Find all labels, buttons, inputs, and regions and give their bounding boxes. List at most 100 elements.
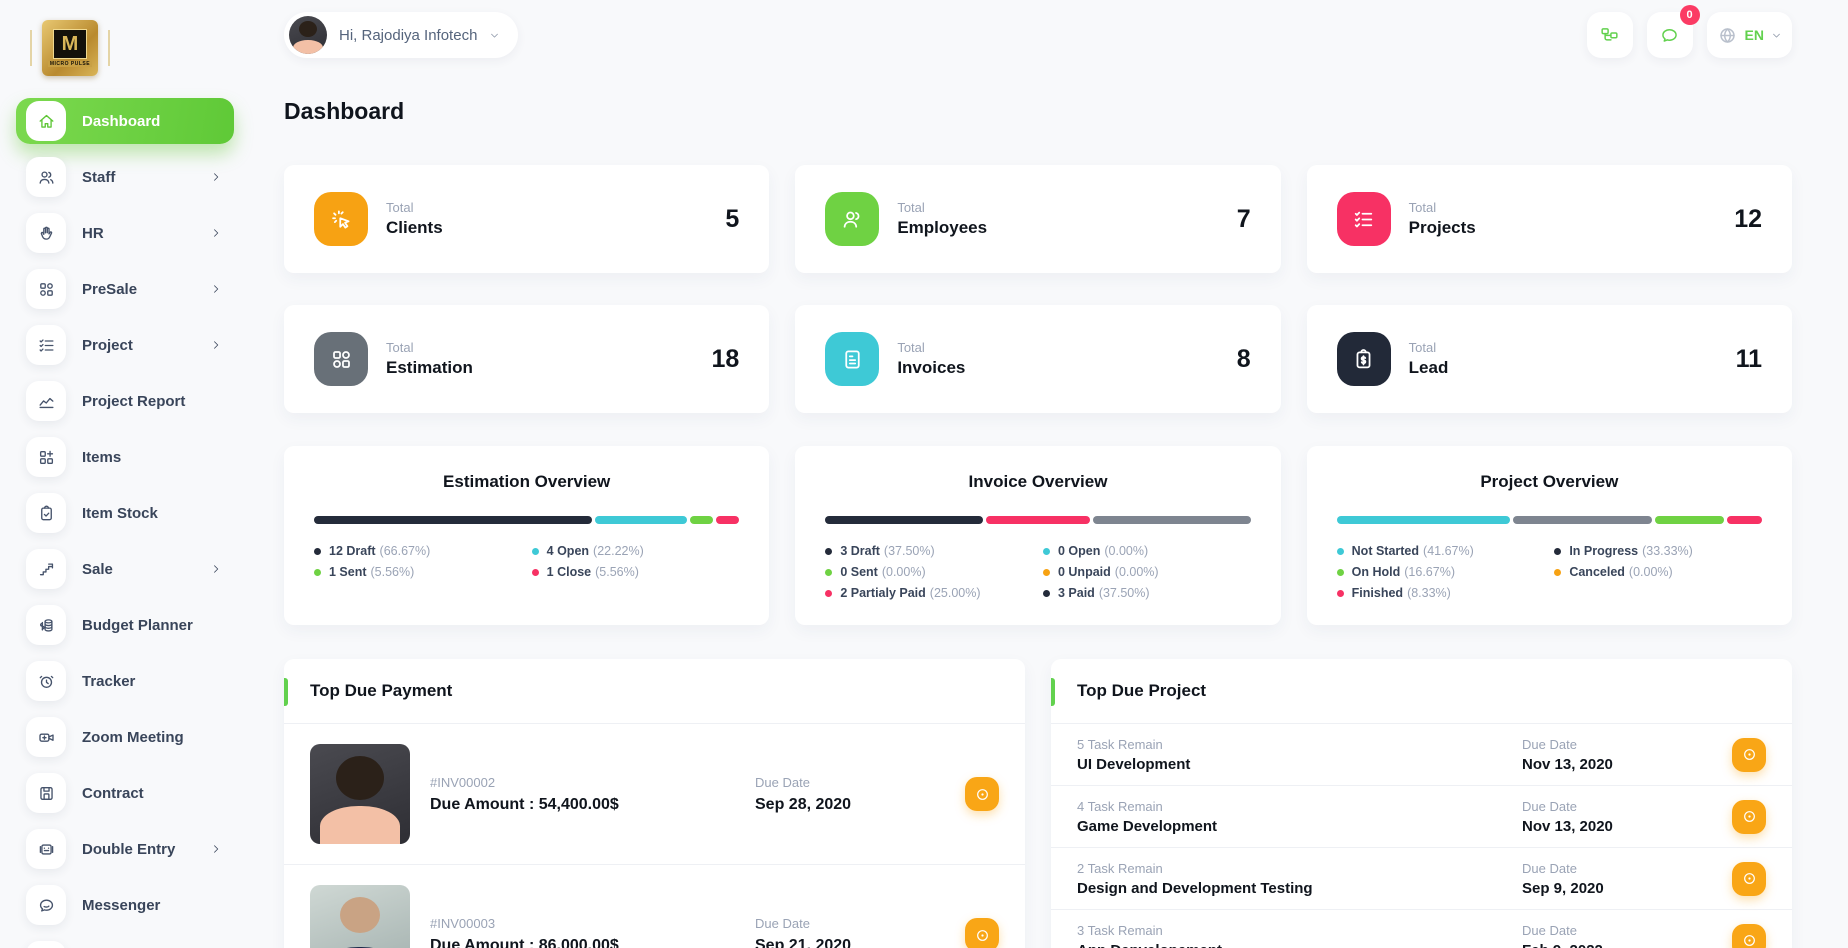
stat-cards: Total Clients 5 Total Employees 7 bbox=[284, 165, 1792, 413]
project-overview-card: Project Overview Not Started (41.67%) On … bbox=[1306, 446, 1792, 625]
eye-icon bbox=[976, 929, 988, 941]
sitemap-icon bbox=[1601, 27, 1618, 41]
bar-segment bbox=[716, 516, 740, 524]
legend: 3 Draft (37.50%) 0 Sent (0.00%) 2 Partialy… bbox=[825, 544, 1250, 600]
brand-logo[interactable]: M MICRO PULSE bbox=[30, 16, 110, 80]
messages-button[interactable]: 0 bbox=[1646, 5, 1700, 58]
sidebar-item-label: Project Report bbox=[82, 392, 186, 410]
sidebar-item-budget-planner[interactable]: Budget Planner bbox=[16, 602, 234, 648]
legend-dot bbox=[1042, 568, 1050, 576]
due-amount: Due Amount : 86,000.00$ bbox=[430, 936, 619, 948]
stat-name: Estimation bbox=[386, 358, 473, 377]
legend-dot bbox=[1554, 547, 1562, 555]
view-project-button[interactable] bbox=[1732, 923, 1766, 948]
sidebar-item-items[interactable]: Items bbox=[16, 434, 234, 480]
sidebar-item-contract[interactable]: Contract bbox=[16, 770, 234, 816]
legend-pct: (33.33%) bbox=[1642, 544, 1693, 558]
due-date: Feb 9, 2022 bbox=[1522, 942, 1732, 948]
due-date: Nov 13, 2020 bbox=[1522, 755, 1613, 773]
brand-name: MICRO PULSE bbox=[47, 61, 93, 67]
eye-icon bbox=[1743, 811, 1755, 822]
due-amount: Due Amount : 54,400.00$ bbox=[430, 795, 619, 813]
sidebar-item-project[interactable]: Project bbox=[16, 322, 234, 368]
legend-item: In Progress (33.33%) bbox=[1554, 544, 1762, 558]
stat-text: Total Clients bbox=[386, 200, 443, 238]
sidebar-item-sale[interactable]: Sale bbox=[16, 546, 234, 592]
invoice-file-icon bbox=[825, 332, 880, 386]
sidebar-item-zoom-meeting[interactable]: Zoom Meeting bbox=[16, 714, 234, 760]
sitemap-button[interactable] bbox=[1586, 12, 1633, 58]
sidebar-item-label: Zoom Meeting bbox=[82, 728, 184, 746]
legend-pct: (5.56%) bbox=[595, 565, 639, 579]
view-project-button[interactable] bbox=[1732, 737, 1766, 772]
legend-pct: (66.67%) bbox=[379, 544, 431, 558]
due-date-label: Due Date bbox=[1522, 922, 1577, 938]
project-name: UI Development bbox=[1077, 755, 1191, 773]
legend-text: Not Started bbox=[1351, 544, 1420, 558]
legend-dot bbox=[1336, 547, 1344, 555]
sidebar-item-tracker[interactable]: Tracker bbox=[16, 658, 234, 704]
stat-label: Total bbox=[386, 200, 414, 215]
sidebar-item-label: Sale bbox=[82, 560, 113, 578]
card-header: Top Due Payment bbox=[284, 659, 1025, 724]
project-row: 3 Task Remain App Depvelopement Due Date… bbox=[1051, 910, 1792, 948]
stat-card-clients: Total Clients 5 bbox=[284, 165, 770, 273]
globe-icon bbox=[1719, 27, 1735, 43]
clipboard-dollar-icon bbox=[1336, 332, 1391, 386]
due-date-label: Due Date bbox=[1522, 860, 1577, 876]
sidebar-item-presale[interactable]: PreSale bbox=[16, 266, 234, 312]
view-invoice-button[interactable] bbox=[965, 918, 999, 948]
chart-line-icon bbox=[26, 381, 66, 421]
sidebar-item-hr[interactable]: HR bbox=[16, 210, 234, 256]
avatar-body bbox=[292, 39, 324, 54]
due-date-block: Due Date Sep 28, 2020 bbox=[755, 775, 965, 814]
legend-dot bbox=[1336, 568, 1344, 576]
avatar-head bbox=[298, 20, 318, 38]
estimation-progress-bar bbox=[314, 516, 740, 524]
sidebar-item-double-entry[interactable]: Double Entry bbox=[16, 826, 234, 872]
project-progress-bar bbox=[1336, 516, 1762, 524]
legend-text: Canceled bbox=[1569, 565, 1625, 579]
task-remain: 2 Task Remain bbox=[1077, 860, 1163, 876]
sidebar-item-project-report[interactable]: Project Report bbox=[16, 378, 234, 424]
view-project-button[interactable] bbox=[1732, 861, 1766, 896]
sidebar-item-item-stock[interactable]: Item Stock bbox=[16, 490, 234, 536]
avatar-head bbox=[336, 756, 384, 800]
legend-text: 2 Partialy Paid bbox=[840, 586, 926, 600]
grid-plus-icon bbox=[26, 437, 66, 477]
sidebar-item-label: Contract bbox=[82, 784, 144, 802]
checklist-icon bbox=[26, 325, 66, 365]
sidebar-item-dashboard[interactable]: Dashboard bbox=[16, 98, 234, 144]
sidebar-item-partial[interactable] bbox=[16, 938, 234, 948]
bar-segment bbox=[690, 516, 714, 524]
sidebar-item-staff[interactable]: Staff bbox=[16, 154, 234, 200]
payer-avatar bbox=[310, 744, 410, 844]
legend-item: 4 Open (22.22%) bbox=[531, 544, 740, 558]
project-info: 2 Task Remain Design and Development Tes… bbox=[1077, 861, 1522, 897]
payment-info: #INV00003 Due Amount : 86,000.00$ bbox=[430, 916, 755, 948]
stat-value: 8 bbox=[1236, 344, 1251, 373]
legend-item: Canceled (0.00%) bbox=[1554, 565, 1762, 579]
due-date-block: Due Date Sep 9, 2020 bbox=[1522, 861, 1732, 897]
legend-dot bbox=[825, 568, 833, 576]
stat-label: Total bbox=[897, 200, 925, 215]
partial-icon bbox=[26, 941, 66, 948]
legend-pct: (0.00%) bbox=[1104, 544, 1149, 558]
legend-dot bbox=[1042, 589, 1050, 597]
legend-dot bbox=[1554, 568, 1562, 576]
language-selector[interactable]: EN bbox=[1706, 12, 1792, 58]
user-avatar bbox=[289, 16, 327, 54]
card-title: Invoice Overview bbox=[968, 472, 1108, 491]
legend-dot bbox=[314, 547, 321, 555]
stat-text: Total Employees bbox=[897, 200, 987, 238]
stat-value: 18 bbox=[711, 344, 740, 373]
sidebar-item-messenger[interactable]: Messenger bbox=[16, 882, 234, 928]
view-invoice-button[interactable] bbox=[965, 777, 999, 811]
top-due-payment-card: Top Due Payment #INV00002 Due Amount : 5… bbox=[284, 659, 1025, 948]
video-camera-icon bbox=[26, 717, 66, 757]
user-menu[interactable]: Hi, Rajodiya Infotech bbox=[284, 12, 519, 58]
stat-name: Lead bbox=[1408, 358, 1449, 377]
estimation-overview-card: Estimation Overview 12 Draft (66.67%) 1 S… bbox=[284, 446, 770, 625]
view-project-button[interactable] bbox=[1732, 799, 1766, 834]
bar-segment bbox=[1654, 516, 1725, 524]
